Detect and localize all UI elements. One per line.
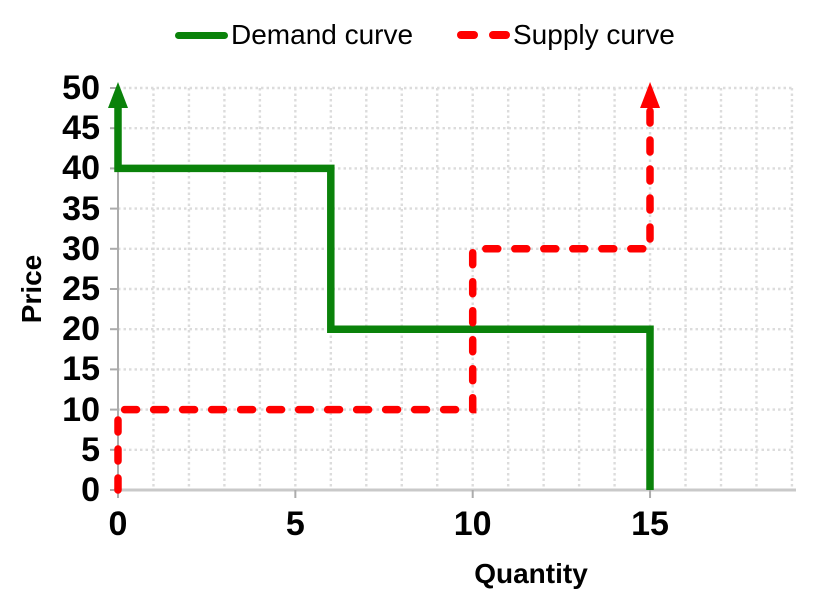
- x-axis-title: Quantity: [474, 558, 588, 589]
- y-tick-label: 30: [62, 229, 100, 268]
- y-tick-label: 40: [62, 149, 100, 188]
- demand-arrowhead: [108, 82, 128, 108]
- y-tick-label: 0: [81, 471, 100, 509]
- y-tick-label: 25: [62, 270, 100, 308]
- y-tick-label: 10: [62, 390, 100, 429]
- demand-line-swatch: [175, 31, 228, 39]
- supply-curve-line: [114, 104, 654, 494]
- y-tick-label: 20: [62, 310, 100, 349]
- y-tick-label: 50: [62, 69, 100, 107]
- supply-arrowhead: [640, 82, 661, 108]
- legend-item-supply: Supply curve: [457, 18, 675, 52]
- x-tick-label: 5: [285, 505, 305, 543]
- demand-curve-line: [114, 108, 654, 490]
- legend-label-demand: Demand curve: [231, 19, 414, 50]
- legend-item-demand: Demand curve: [175, 18, 413, 52]
- x-tick-label: 0: [108, 505, 128, 543]
- x-tick-label: 10: [453, 505, 492, 543]
- y-tick-label: 5: [81, 430, 100, 469]
- x-tick-label: 15: [631, 505, 669, 543]
- y-tick-label: 15: [62, 350, 100, 389]
- legend-label-supply: Supply curve: [513, 19, 675, 50]
- y-tick-label: 35: [62, 189, 100, 228]
- y-tick-label: 45: [62, 109, 100, 148]
- supply-line-swatch: [457, 31, 510, 39]
